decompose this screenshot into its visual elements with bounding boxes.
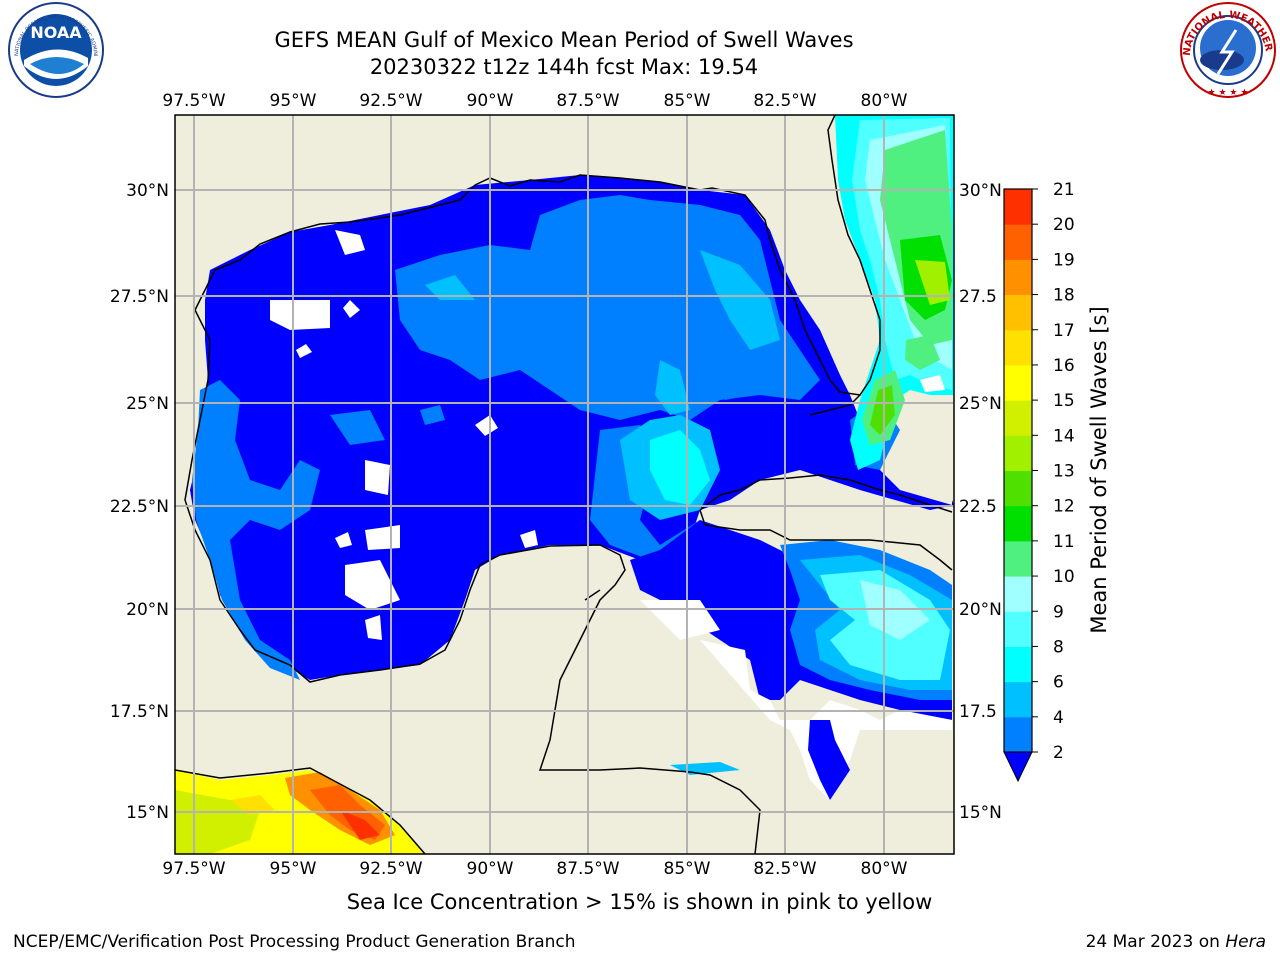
lat-tick-right: 15°N <box>959 803 1002 823</box>
colorbar-cell <box>1004 294 1032 331</box>
coastlines <box>175 115 953 854</box>
colorbar-cell <box>1004 646 1032 683</box>
lat-tick-right: 25°N <box>959 394 1002 414</box>
lat-tick-left: 25°N <box>126 394 169 414</box>
colorbar-tick-label: 20 <box>1053 215 1075 235</box>
lat-tick-left: 22.5°N <box>110 497 169 517</box>
colorbar-cell <box>1004 259 1032 296</box>
chart-title: GEFS MEAN Gulf of Mexico Mean Period of … <box>274 28 854 52</box>
colorbar-tick-label: 15 <box>1053 391 1075 411</box>
sea-ice-note-text: Sea Ice Concentration > 15% is shown in … <box>346 890 933 914</box>
lon-tick-bottom: 85°W <box>664 859 711 879</box>
colorbar-tick-label: 13 <box>1053 462 1075 482</box>
colorbar-tick-label: 12 <box>1053 497 1075 517</box>
colorbar-cell <box>1004 681 1032 718</box>
lon-tick-top: 85°W <box>664 91 711 111</box>
footer-date: 24 Mar 2023 on Hera <box>1086 932 1266 952</box>
colorbar-tick-label: 11 <box>1053 532 1075 552</box>
colorbar-cell <box>1004 470 1032 507</box>
lat-tick-left: 17.5°N <box>110 702 169 722</box>
colorbar-extend-triangle <box>1003 751 1033 783</box>
colorbar-tick-label: 19 <box>1053 250 1075 270</box>
colorbar-cell <box>1004 400 1032 436</box>
graticule <box>175 115 954 854</box>
lat-tick-left: 20°N <box>126 600 169 620</box>
map-frame <box>174 114 955 855</box>
colorbar-cell <box>1004 716 1032 753</box>
colorbar: 21 20 19 18 17 16 15 14 13 12 11 10 9 8 6 4 2 Mean Perio… <box>1003 180 1111 783</box>
lat-tick-left: 30°N <box>126 181 169 201</box>
colorbar-cell <box>1004 611 1032 647</box>
lat-ticks-right: 30°N 27.5 25°N 22.5 20°N 17.5 15°N <box>959 181 1002 823</box>
lat-ticks-left: 30°N 27.5°N 25°N 22.5°N 20°N 17.5°N 15°N <box>110 181 169 823</box>
swell-zone-2-4s <box>395 195 820 420</box>
footer-credit: NCEP/EMC/Verification Post Processing Pr… <box>13 932 576 952</box>
colorbar-label: Mean Period of Swell Waves [s] <box>1087 306 1111 633</box>
lon-tick-bottom: 97.5°W <box>162 859 225 879</box>
lon-tick-top: 82.5°W <box>753 91 816 111</box>
lat-tick-right: 27.5 <box>959 287 997 307</box>
colorbar-tick-label: 4 <box>1053 708 1064 728</box>
lat-tick-left: 15°N <box>126 803 169 823</box>
colorbar-cells <box>1004 189 1032 753</box>
footer-host: Hera <box>1225 932 1266 952</box>
noaa-logo-text: NOAA <box>30 23 82 42</box>
lon-tick-top: 80°W <box>861 91 908 111</box>
lat-tick-right: 17.5 <box>959 702 997 722</box>
colorbar-cell <box>1004 189 1032 225</box>
colorbar-ticks: 21 20 19 18 17 16 15 14 13 12 11 10 9 8 6 4 2 <box>1032 180 1075 763</box>
colorbar-cell <box>1004 364 1032 401</box>
lon-tick-top: 90°W <box>467 91 514 111</box>
lon-tick-bottom: 80°W <box>861 859 908 879</box>
colorbar-cell <box>1004 576 1032 612</box>
colorbar-cell <box>1004 505 1032 542</box>
colorbar-tick-label: 6 <box>1053 673 1064 693</box>
colorbar-tick-label: 8 <box>1053 637 1064 657</box>
footer-date-text: 24 Mar 2023 on <box>1085 932 1226 952</box>
chart-subtitle: 20230322 t12z 144h fcst Max: 19.54 <box>369 55 759 79</box>
colorbar-tick-label: 21 <box>1053 180 1075 200</box>
svg-text:★ ★ ★ ★: ★ ★ ★ ★ <box>1208 88 1249 98</box>
lon-tick-top: 87.5°W <box>556 91 619 111</box>
map-area <box>175 115 954 854</box>
lon-tick-bottom: 92.5°W <box>359 859 422 879</box>
colorbar-tick-label: 14 <box>1053 426 1075 446</box>
lon-tick-bottom: 82.5°W <box>753 859 816 879</box>
colorbar-tick-label: 2 <box>1053 743 1064 763</box>
sea-ice-note: Sea Ice Concentration > 15% is shown in … <box>0 890 1280 914</box>
colorbar-tick-label: 17 <box>1053 321 1075 341</box>
colorbar-cell <box>1004 540 1032 577</box>
colorbar-cell <box>1004 435 1032 471</box>
lon-tick-top: 97.5°W <box>162 91 225 111</box>
lon-tick-top: 92.5°W <box>359 91 422 111</box>
colorbar-tick-label: 16 <box>1053 356 1075 376</box>
lon-tick-bottom: 87.5°W <box>556 859 619 879</box>
lat-tick-right: 22.5 <box>959 497 997 517</box>
lon-tick-top: 95°W <box>270 91 317 111</box>
lon-tick-bottom: 90°W <box>467 859 514 879</box>
colorbar-cell <box>1004 224 1032 260</box>
lon-tick-bottom: 95°W <box>270 859 317 879</box>
lon-ticks-top: 97.5°W 95°W 92.5°W 90°W 87.5°W 85°W 82.5… <box>162 91 907 111</box>
lat-tick-left: 27.5°N <box>110 287 169 307</box>
colorbar-cell <box>1004 329 1032 366</box>
lat-tick-right: 30°N <box>959 181 1002 201</box>
lat-tick-right: 20°N <box>959 600 1002 620</box>
noaa-logo: NOAA NATIONAL OCEANIC AND ATMOSPHERIC AD… <box>0 0 104 98</box>
colorbar-tick-label: 10 <box>1053 567 1075 587</box>
colorbar-tick-label: 18 <box>1053 286 1075 306</box>
lon-ticks-bottom: 97.5°W 95°W 92.5°W 90°W 87.5°W 85°W 82.5… <box>162 859 907 879</box>
colorbar-tick-label: 9 <box>1053 602 1064 622</box>
